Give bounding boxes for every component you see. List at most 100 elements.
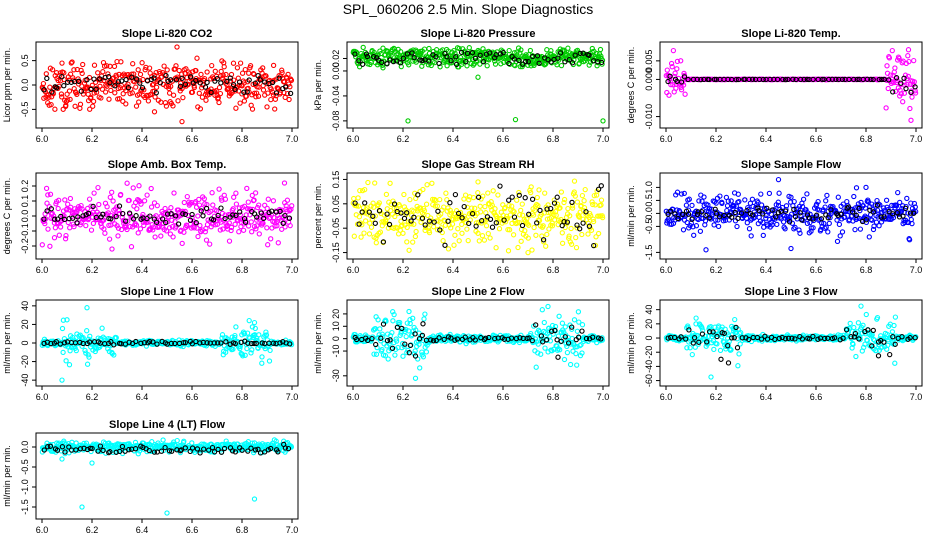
outlier-point (59, 377, 65, 383)
data-point (583, 209, 589, 215)
data-point (168, 340, 175, 347)
outlier-point (174, 44, 180, 50)
data-point (363, 51, 370, 57)
data-point (506, 197, 512, 203)
data-point (750, 212, 756, 218)
data-point (582, 186, 588, 193)
data-point (696, 339, 702, 345)
data-point (424, 182, 430, 188)
outlier-point (475, 179, 481, 185)
data-point (822, 204, 828, 210)
data-point (520, 212, 526, 218)
data-point (735, 363, 741, 369)
data-point (173, 77, 180, 83)
data-point (196, 196, 202, 203)
data-point (226, 238, 233, 244)
data-point (352, 200, 358, 206)
data-point (145, 98, 152, 104)
data-point (148, 76, 155, 83)
data-point (533, 232, 539, 238)
data-point (591, 242, 597, 249)
data-point (249, 192, 255, 199)
data-point (48, 206, 54, 212)
data-point (575, 309, 582, 315)
outlier-point (875, 353, 882, 359)
data-point (477, 61, 483, 67)
data-point (522, 228, 528, 234)
data-point (120, 210, 126, 217)
data-point (120, 98, 126, 104)
data-point (675, 215, 681, 222)
data-point (506, 60, 512, 67)
data-point (540, 339, 546, 345)
plot-frame (35, 432, 299, 520)
data-point (443, 190, 449, 196)
data-point (789, 335, 795, 341)
data-point (815, 198, 821, 205)
data-point (472, 337, 478, 343)
y-tick-label: 40 (644, 305, 654, 315)
data-point (101, 63, 108, 69)
data-point (282, 94, 288, 101)
data-points (39, 437, 295, 516)
data-point (487, 50, 493, 56)
plot-frame (346, 172, 610, 260)
data-points (39, 180, 295, 252)
data-point (893, 202, 899, 208)
data-point (899, 334, 905, 340)
data-point (133, 84, 139, 90)
data-point (798, 76, 804, 83)
y-tick-label: -0.5 (20, 102, 30, 118)
data-point (125, 218, 131, 224)
data-point (760, 219, 766, 226)
data-point (116, 203, 123, 209)
data-point (123, 218, 129, 224)
data-point (264, 104, 270, 110)
data-point (898, 80, 904, 86)
x-tick-label: 6.4 (760, 134, 773, 144)
data-point (542, 345, 548, 351)
x-tick-label: 6.2 (397, 265, 410, 275)
data-point (284, 90, 291, 97)
data-point (359, 209, 365, 215)
data-point (577, 342, 583, 349)
outlier-point (788, 245, 794, 252)
x-tick-label: 6.0 (660, 265, 673, 275)
data-point (194, 225, 200, 231)
data-point (168, 83, 174, 90)
data-point (140, 211, 146, 218)
y-tick-label: 0.0 (20, 79, 30, 92)
x-tick-label: 7.0 (286, 134, 299, 144)
y-tick-label: 0.000 (644, 68, 654, 91)
data-point (671, 334, 678, 341)
data-point (125, 81, 131, 87)
data-point (154, 341, 160, 347)
data-point (569, 324, 575, 330)
data-point (233, 324, 239, 330)
y-tick-label: 0 (644, 336, 654, 341)
panel-title: Slope Li-820 Pressure (421, 28, 536, 40)
data-point (95, 70, 101, 76)
data-point (232, 332, 238, 339)
data-point (712, 206, 718, 212)
data-point (519, 222, 526, 229)
data-point (837, 233, 843, 239)
x-tick-label: 6.6 (810, 134, 823, 144)
data-point (204, 340, 210, 346)
data-point (572, 52, 578, 58)
data-point (73, 440, 79, 446)
data-point (794, 209, 801, 215)
data-point (273, 220, 279, 226)
data-point (835, 194, 841, 200)
data-point (244, 345, 250, 352)
data-point (372, 213, 378, 219)
data-point (483, 223, 490, 229)
data-point (835, 212, 841, 218)
data-point (892, 360, 898, 366)
data-point (531, 224, 537, 231)
data-point (358, 234, 364, 240)
x-tick-label: 6.4 (136, 134, 149, 144)
data-point (265, 90, 271, 96)
data-point (70, 215, 76, 221)
